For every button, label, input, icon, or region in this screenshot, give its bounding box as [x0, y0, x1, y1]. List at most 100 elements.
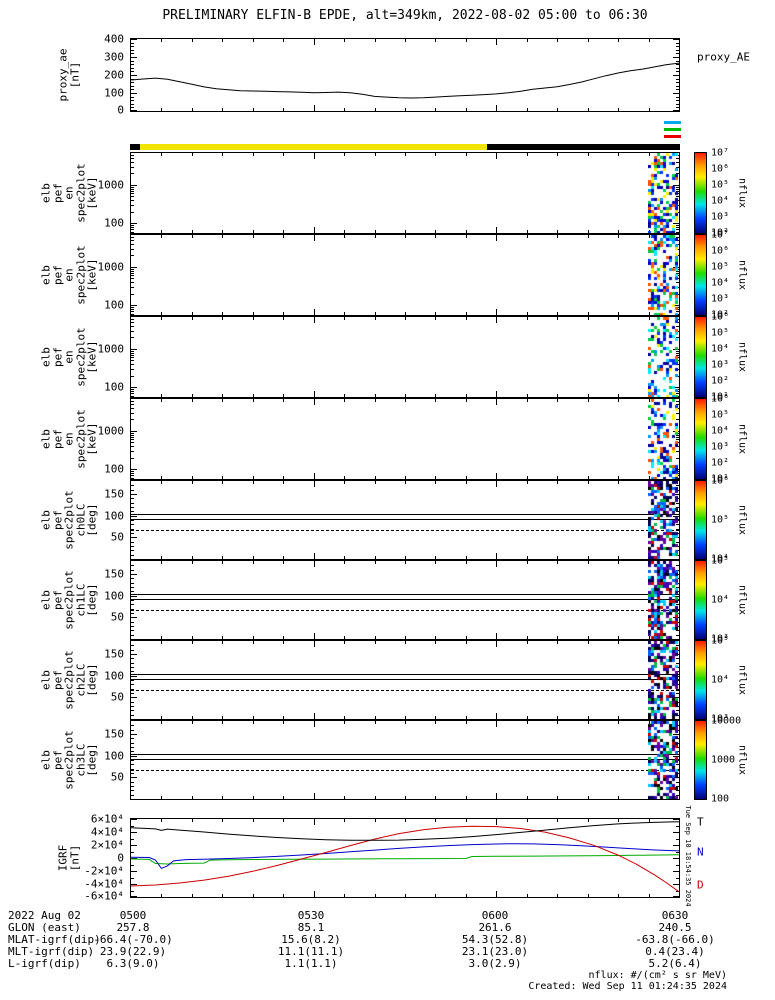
y-tick-label: 1000 — [97, 178, 125, 192]
y-tick-label: 300 — [104, 50, 124, 64]
colorbar-tick-label: 10³ — [711, 713, 730, 725]
position-bar-segment — [130, 144, 140, 150]
y-axis-label: elb pef spec2plot ch3LC [deg] — [39, 730, 99, 790]
spectrogram-data — [648, 481, 678, 559]
spectrogram-data — [648, 561, 678, 639]
spectrogram-data — [648, 153, 678, 233]
y-tick-label: 50 — [110, 610, 124, 624]
colorbar-tick-label: 10⁶ — [711, 393, 730, 405]
series-label: N — [697, 845, 704, 859]
mlat-value-1: -66.4(-70.0) — [93, 933, 173, 946]
y-tick-label: 400 — [104, 32, 124, 46]
pitch-angle-panel-ch1lc: 50 100 150 elb pef spec2plot ch1LC [deg] — [39, 560, 680, 640]
colorbar-tick-label: 10⁵ — [711, 514, 730, 526]
y-tick-label: 0 — [117, 851, 124, 865]
colorbar-tick-label: 10⁴ — [711, 674, 730, 686]
colorbar-tick-label: 10⁴ — [711, 425, 730, 437]
colorbar-tick-label: 10⁴ — [711, 594, 730, 606]
colorbar-tick-label: 10⁶ — [711, 163, 730, 175]
energy-spectrogram-panel-2: 100 1000 elb pef en spec2plot [keV] — [39, 234, 680, 316]
mlt-row: MLT-igrf(dip) 23.9(22.9) 11.1(11.1) 23.1… — [0, 945, 775, 958]
colorbar-tick-label: 10⁶ — [711, 475, 730, 487]
y-axis-label: elb pef spec2plot ch2LC [deg] — [39, 650, 99, 710]
y-axis-label: proxy_ae [nT] — [56, 48, 82, 102]
colorbar-tick-label: 10000 — [711, 715, 742, 727]
position-bar — [130, 144, 680, 150]
y-tick-label: 100 — [104, 589, 124, 603]
y-tick-label: 2×10⁴ — [90, 838, 124, 852]
series-label: D — [697, 878, 704, 892]
colorbar-unit-label: nflux — [736, 423, 748, 455]
colorbar-tick-label: 10² — [711, 309, 730, 321]
y-axis-label: elb pef spec2plot ch0LC [deg] — [39, 490, 99, 550]
proxy-ae-panel: 0 100 200 300 400 proxy_ae [nT] proxy_AE — [57, 33, 750, 117]
mlat-row: MLAT-igrf(dip) -66.4(-70.0) 15.6(8.2) 54… — [0, 933, 775, 946]
colorbar-tick-label: 10⁴ — [711, 195, 730, 207]
y-tick-label: 150 — [104, 567, 124, 581]
y-tick-label: 100 — [104, 86, 124, 100]
colorbar-2: 10⁷ 10⁶ 10⁵ 10⁴ 10³ 10² nflux — [694, 230, 748, 321]
colorbar-8: 10000 1000 100 nflux — [694, 716, 748, 805]
colorbar-tick-label: 10¹ — [711, 473, 730, 485]
y-axis-label: IGRF [nT] — [56, 844, 82, 872]
colorbar-tick-label: 10⁴ — [711, 343, 730, 355]
colorbar-unit-label: nflux — [736, 504, 748, 536]
y-tick-label: 50 — [110, 530, 124, 544]
spectrogram-data — [648, 317, 678, 397]
y-tick-label: 50 — [110, 690, 124, 704]
y-tick-label: 50 — [110, 770, 124, 784]
colorbar-tick-label: 10³ — [711, 211, 730, 223]
xtick-label-3: 0600 — [481, 909, 509, 922]
mlat-value-3: 54.3(52.8) — [461, 933, 529, 946]
y-tick-label: 100 — [104, 509, 124, 523]
colorbar-4: 10⁶ 10⁵ 10⁴ 10³ 10² 10¹ nflux — [694, 394, 748, 485]
mlat-value-2: 15.6(8.2) — [281, 933, 341, 946]
colorbar-tick-label: 10³ — [711, 441, 730, 453]
colorbar-tick-label: 10² — [711, 375, 730, 387]
date-label: 2022 Aug 02 — [8, 909, 81, 922]
colorbar-tick-label: 10⁵ — [711, 179, 730, 191]
legend-bar-1 — [664, 121, 681, 124]
colorbar-tick-label: 10⁵ — [711, 409, 730, 421]
lshell-row: L-igrf(dip) 6.3(9.0) 1.1(1.1) 3.0(2.9) 5… — [0, 957, 775, 970]
mlat-label: MLAT-igrf(dip) — [8, 933, 101, 946]
y-tick-label: 100 — [104, 669, 124, 683]
colorbar-unit-label: nflux — [736, 584, 748, 616]
y-axis-label: elb pef en spec2plot [keV] — [39, 163, 99, 223]
colorbar-6: 10⁵ 10⁴ 10³ nflux — [694, 556, 748, 645]
position-bar-segment — [139, 144, 488, 150]
y-tick-label: 150 — [104, 487, 124, 501]
glon-value-2: 85.1 — [297, 921, 325, 934]
created-timestamp: Created: Wed Sep 11 01:24:35 2024 — [528, 981, 727, 992]
colorbar-tick-label: 100 — [711, 793, 730, 805]
colorbar-tick-label: 10⁵ — [711, 555, 730, 567]
colorbar-tick-label: 10⁴ — [711, 277, 730, 289]
pitch-angle-panel-ch3lc: 50 100 150 elb pef spec2plot ch3LC [deg] — [39, 720, 680, 800]
colorbar-7: 10⁵ 10⁴ 10³ nflux — [694, 636, 748, 725]
y-tick-label: -6×10⁴ — [84, 889, 124, 903]
colorbar-tick-label: 10³ — [711, 633, 730, 645]
colorbar-tick-label: 10⁴ — [711, 553, 730, 565]
spectrogram-data — [648, 399, 678, 479]
y-tick-label: 1000 — [97, 424, 125, 438]
y-tick-label: 150 — [104, 647, 124, 661]
energy-spectrogram-panel-3: 100 1000 elb pef en spec2plot [keV] — [39, 316, 680, 398]
colorbar-tick-label: 10⁷ — [711, 229, 730, 241]
right-edge-timestamp: Tue Sep 10 18:54:35 2024 — [684, 805, 692, 907]
pitch-angle-panel-ch0lc: 50 100 150 elb pef spec2plot ch0LC [deg] — [39, 480, 680, 560]
lshell-value-4: 5.2(6.4) — [648, 957, 702, 970]
y-axis-label: elb pef spec2plot ch1LC [deg] — [39, 570, 99, 630]
glon-label: GLON (east) — [8, 921, 81, 934]
xtick-label-2: 0530 — [297, 909, 325, 922]
series-label: T — [697, 815, 704, 829]
igrf-panel: 6×10⁴ 4×10⁴ 2×10⁴ 0 -2×10⁴ -4×10⁴ -6×10⁴ IGRF [… — [57, 813, 704, 903]
colorbar-tick-label: 10⁶ — [711, 311, 730, 323]
position-bar-segment — [487, 144, 680, 150]
y-axis-label: elb pef en spec2plot [keV] — [39, 327, 99, 387]
mlt-value-4: 0.4(23.4) — [645, 945, 705, 958]
line-series — [130, 821, 680, 893]
y-tick-label: 100 — [104, 298, 124, 312]
line-series — [130, 62, 680, 99]
y-tick-label: 200 — [104, 68, 124, 82]
